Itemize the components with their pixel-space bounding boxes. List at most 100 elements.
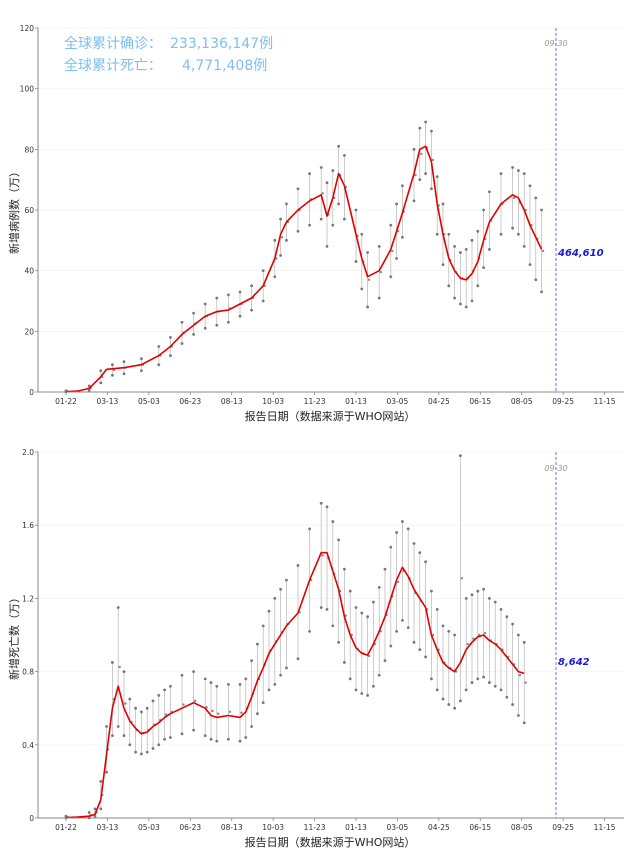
y-tick-label: 1.6 bbox=[22, 521, 34, 530]
raw-point bbox=[169, 354, 172, 357]
raw-point bbox=[383, 659, 387, 663]
raw-point bbox=[420, 152, 423, 156]
smoothed-line bbox=[65, 551, 525, 819]
raw-point bbox=[522, 245, 526, 248]
y-tick-label: 40 bbox=[24, 267, 34, 276]
smoothed-series bbox=[65, 551, 525, 819]
x-tick-label: 03-13 bbox=[97, 397, 119, 406]
new-deaths-chart: 0 0.4 0.8 1.2 1.6 2.0 01-22 03-13 05-03 06-23 08-… bbox=[7, 448, 624, 849]
raw-point bbox=[453, 296, 456, 300]
x-tick-label: 04-25 bbox=[428, 397, 450, 406]
raw-point bbox=[145, 750, 149, 754]
y-tick-labels: 0 20 40 60 80 100 120 bbox=[20, 24, 38, 397]
raw-point bbox=[430, 677, 433, 681]
raw-point bbox=[308, 527, 311, 531]
x-tick-label: 06-23 bbox=[179, 397, 201, 406]
raw-point bbox=[430, 589, 433, 593]
raw-point bbox=[111, 373, 114, 377]
x-tick-label: 08-05 bbox=[511, 823, 533, 832]
raw-point bbox=[518, 674, 522, 677]
raw-point bbox=[412, 542, 416, 545]
raw-point bbox=[366, 615, 369, 619]
y-gridlines bbox=[38, 27, 624, 332]
raw-point bbox=[435, 232, 439, 236]
raw-point bbox=[157, 693, 161, 697]
raw-point bbox=[482, 266, 485, 270]
raw-point bbox=[488, 681, 491, 684]
raw-point bbox=[250, 308, 254, 312]
raw-point bbox=[227, 683, 230, 686]
y-tick-label: 0 bbox=[29, 388, 34, 397]
raw-point bbox=[238, 314, 242, 318]
raw-point bbox=[482, 208, 485, 212]
raw-point bbox=[482, 675, 485, 679]
raw-point bbox=[192, 670, 196, 673]
raw-point bbox=[163, 688, 167, 692]
raw-point bbox=[261, 624, 265, 628]
raw-point bbox=[122, 372, 126, 376]
raw-point bbox=[418, 551, 422, 555]
raw-point bbox=[348, 589, 352, 593]
x-tick-label: 05-03 bbox=[138, 397, 160, 406]
raw-point bbox=[424, 655, 427, 659]
x-tick-label: 01-22 bbox=[55, 823, 77, 832]
marker-date-label: 09-30 bbox=[544, 39, 567, 48]
raw-point bbox=[360, 611, 364, 615]
raw-point bbox=[267, 609, 271, 613]
raw-point bbox=[344, 614, 348, 617]
raw-point bbox=[227, 737, 230, 741]
raw-point bbox=[215, 296, 219, 300]
x-tick-label: 11-23 bbox=[304, 397, 326, 406]
raw-point bbox=[453, 245, 456, 248]
x-tick-label: 03-05 bbox=[387, 397, 409, 406]
raw-point bbox=[157, 363, 161, 367]
raw-point bbox=[99, 369, 103, 373]
raw-point bbox=[424, 172, 427, 176]
raw-point bbox=[145, 706, 149, 710]
raw-point bbox=[169, 736, 172, 739]
raw-point bbox=[517, 169, 520, 172]
raw-point bbox=[140, 369, 143, 373]
raw-point bbox=[273, 597, 277, 600]
raw-point bbox=[372, 600, 375, 604]
y-tick-labels: 0 0.4 0.8 1.2 1.6 2.0 bbox=[22, 448, 38, 823]
raw-point bbox=[193, 699, 197, 703]
raw-point bbox=[367, 654, 371, 658]
raw-point bbox=[522, 721, 526, 725]
x-tick-label: 09-25 bbox=[552, 823, 574, 832]
latest-value-label: 8,642 bbox=[558, 657, 590, 668]
raw-point bbox=[517, 232, 520, 236]
raw-point bbox=[459, 302, 462, 306]
raw-point bbox=[319, 166, 323, 169]
latest-value-label: 464,610 bbox=[557, 248, 604, 259]
raw-point bbox=[140, 357, 143, 361]
raw-point bbox=[279, 673, 282, 677]
raw-point bbox=[296, 657, 300, 661]
raw-point bbox=[522, 640, 526, 644]
summary-confirmed-value: 233,136,147例 bbox=[170, 36, 273, 52]
raw-point bbox=[435, 175, 439, 179]
raw-point bbox=[541, 249, 545, 253]
raw-point bbox=[261, 269, 265, 273]
raw-point bbox=[261, 701, 265, 705]
raw-point bbox=[87, 389, 91, 392]
raw-point bbox=[118, 665, 121, 669]
raw-point bbox=[238, 683, 242, 686]
raw-point bbox=[453, 633, 456, 637]
x-tick-label: 08-05 bbox=[511, 397, 533, 406]
raw-point bbox=[182, 703, 185, 706]
raw-point bbox=[401, 618, 404, 622]
raw-point bbox=[524, 681, 527, 684]
raw-point bbox=[99, 381, 103, 385]
raw-point bbox=[99, 807, 103, 811]
raw-point bbox=[476, 284, 480, 288]
raw-point bbox=[279, 587, 282, 591]
raw-point bbox=[360, 287, 364, 291]
raw-point bbox=[157, 743, 161, 747]
y-tick-label: 1.2 bbox=[22, 594, 34, 603]
raw-point bbox=[401, 184, 404, 188]
raw-point bbox=[99, 780, 103, 783]
raw-point bbox=[391, 249, 394, 253]
raw-point bbox=[296, 229, 300, 233]
